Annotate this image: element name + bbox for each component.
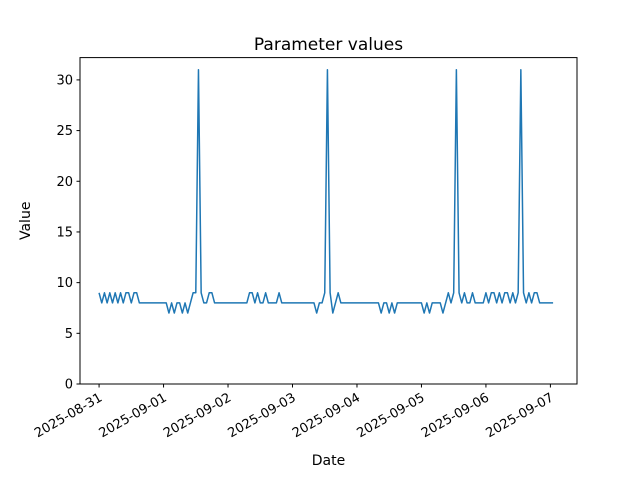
y-tick-label: 25 <box>56 124 73 139</box>
x-tick-label: 2025-09-06 <box>419 390 492 441</box>
chart-title: Parameter values <box>254 35 403 55</box>
x-tick-label: 2025-09-05 <box>355 390 428 441</box>
x-tick-label: 2025-08-31 <box>32 390 105 441</box>
y-axis-label: Value <box>18 202 34 240</box>
x-tick-label: 2025-09-02 <box>161 390 234 441</box>
parameter-values-line <box>98 69 554 314</box>
x-tick-label: 2025-09-04 <box>290 390 363 441</box>
x-tick-label: 2025-09-01 <box>97 390 170 441</box>
y-tick-label: 15 <box>56 225 73 240</box>
y-tick-label: 20 <box>56 175 73 190</box>
y-tick-label: 10 <box>56 276 73 291</box>
y-tick-label: 5 <box>65 327 73 342</box>
x-axis-label: Date <box>312 453 345 469</box>
x-tick-label: 2025-09-07 <box>483 390 556 441</box>
y-tick-label: 0 <box>65 378 73 393</box>
x-tick-label: 2025-09-03 <box>226 390 299 441</box>
y-tick-label: 30 <box>56 73 73 88</box>
